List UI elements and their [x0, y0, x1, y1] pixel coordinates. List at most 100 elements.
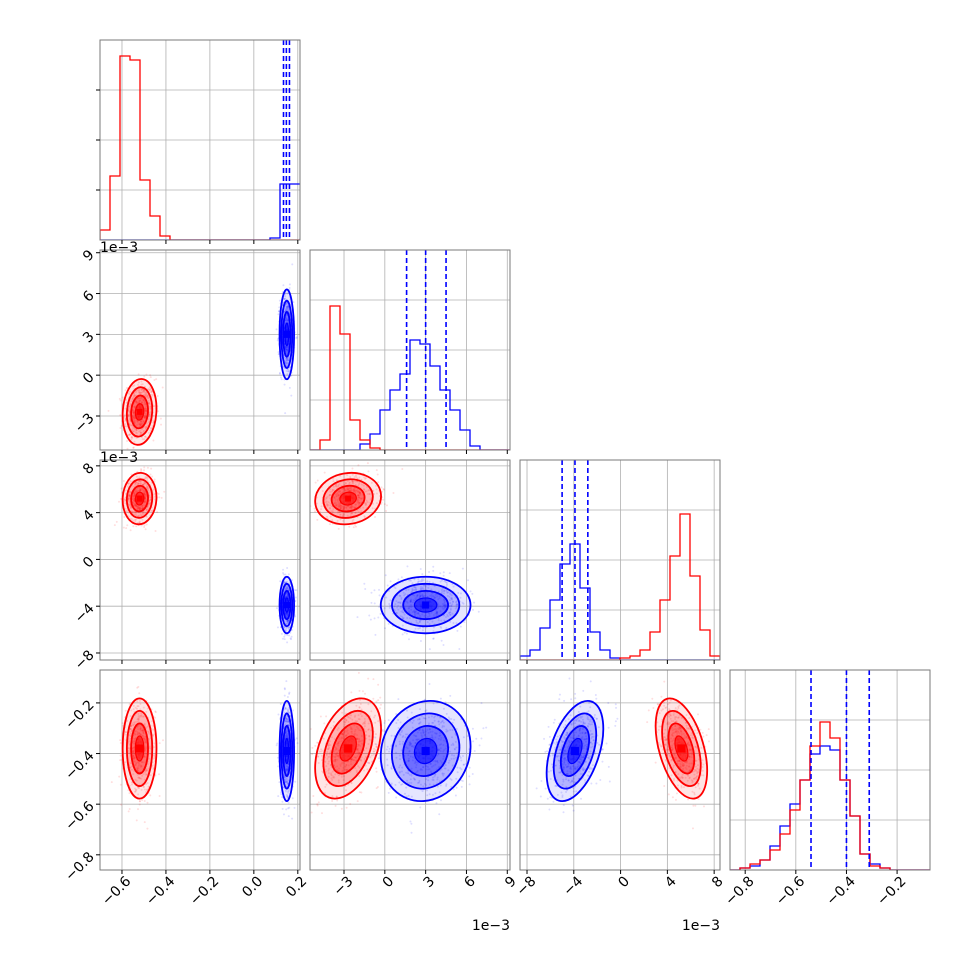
sample-point: [143, 413, 146, 416]
sample-point: [120, 803, 123, 806]
sample-point: [344, 765, 347, 768]
sample-point: [340, 739, 343, 742]
sample-point: [142, 512, 145, 515]
sample-point: [326, 495, 329, 498]
sample-point: [433, 595, 436, 598]
sample-point: [136, 760, 139, 763]
sample-point: [133, 742, 136, 745]
sample-point: [353, 490, 356, 493]
sample-point: [454, 607, 457, 610]
sample-point: [135, 429, 138, 432]
sample-point: [141, 383, 144, 386]
sample-point: [349, 489, 352, 492]
sample-point: [445, 589, 448, 592]
sample-point: [137, 808, 140, 811]
sample-point: [148, 389, 151, 392]
sample-point: [134, 482, 137, 485]
sample-point: [329, 773, 332, 776]
sample-point: [285, 364, 288, 367]
sample-point: [137, 728, 140, 731]
sample-point: [405, 589, 408, 592]
sample-point: [283, 688, 286, 691]
sample-point: [284, 613, 287, 616]
sample-point: [144, 501, 147, 504]
sample-point: [140, 764, 143, 767]
sample-point: [339, 490, 342, 493]
sample-point: [128, 405, 131, 408]
sample-point: [139, 480, 142, 483]
sample-point: [129, 778, 132, 781]
sample-point: [128, 492, 131, 495]
sample-point: [437, 590, 440, 593]
sample-point: [322, 749, 325, 752]
sample-point: [132, 413, 135, 416]
sample-point: [286, 795, 289, 798]
sample-point: [369, 756, 372, 759]
sample-point: [148, 747, 151, 750]
sample-point: [319, 510, 322, 513]
sample-point: [123, 414, 126, 417]
sample-point: [284, 347, 287, 350]
sample-point: [451, 600, 454, 603]
sample-point: [132, 430, 135, 433]
sample-point: [135, 400, 138, 403]
sample-point: [147, 731, 150, 734]
sample-point: [149, 388, 152, 391]
sample-point: [283, 298, 286, 301]
sample-point: [142, 732, 145, 735]
sample-point: [284, 346, 287, 349]
sample-point: [319, 715, 322, 718]
sample-point: [443, 599, 446, 602]
sample-point: [357, 496, 360, 499]
sample-point: [153, 756, 156, 759]
sample-point: [284, 297, 287, 300]
sample-point: [134, 483, 137, 486]
sample-point: [279, 580, 282, 583]
sample-point: [374, 748, 377, 751]
sample-point: [282, 366, 285, 369]
sample-point: [435, 610, 438, 613]
sample-point: [143, 800, 146, 803]
sample-point: [340, 504, 343, 507]
sample-point: [138, 487, 141, 490]
sample-point: [339, 740, 342, 743]
sample-point: [287, 627, 290, 630]
sample-point: [130, 480, 133, 483]
sample-point: [347, 720, 350, 723]
sample-point: [149, 374, 152, 377]
sample-point: [282, 568, 285, 571]
sample-point: [135, 762, 138, 765]
sample-point: [358, 481, 361, 484]
sample-point: [329, 744, 332, 747]
sample-point: [288, 787, 291, 790]
sample-point: [133, 492, 136, 495]
sample-point: [124, 489, 127, 492]
sample-point: [338, 483, 341, 486]
sample-point: [293, 589, 296, 592]
sample-point: [283, 626, 286, 629]
sample-point: [129, 767, 132, 770]
sample-point: [333, 501, 336, 504]
sample-point: [134, 778, 137, 781]
sample-point: [126, 524, 129, 527]
sample-point: [135, 490, 138, 493]
sample-point: [343, 762, 346, 765]
sample-point: [344, 482, 347, 485]
sample-point: [343, 513, 346, 516]
sample-point: [348, 525, 351, 528]
sample-point: [286, 769, 289, 772]
sample-point: [137, 397, 140, 400]
sample-point: [139, 392, 142, 395]
sample-point: [337, 754, 340, 757]
sample-point: [380, 486, 383, 489]
sample-point: [432, 595, 435, 598]
sample-point: [315, 502, 318, 505]
sample-point: [445, 627, 448, 630]
sample-point: [130, 436, 133, 439]
sample-point: [407, 588, 410, 591]
sample-point: [147, 394, 150, 397]
sample-point: [163, 490, 166, 493]
sample-point: [145, 426, 148, 429]
sample-point: [143, 724, 146, 727]
sample-point: [422, 579, 425, 582]
